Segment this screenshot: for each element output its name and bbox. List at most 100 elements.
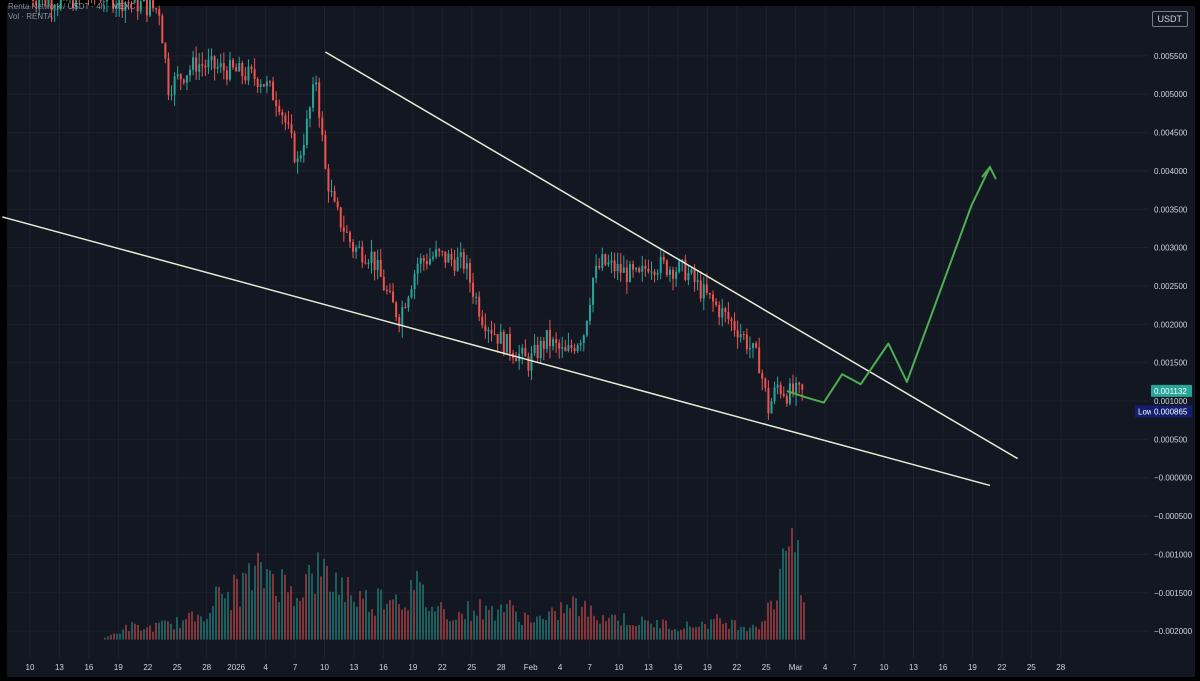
candle-body xyxy=(576,345,579,352)
candle-body xyxy=(312,84,315,108)
candle-body xyxy=(490,329,493,334)
volume-bar xyxy=(182,620,184,640)
candle-body xyxy=(798,382,801,385)
candle-body xyxy=(115,5,118,9)
candle-body xyxy=(712,294,715,302)
volume-bar xyxy=(233,574,235,640)
candle-body xyxy=(222,63,225,71)
volume-bar xyxy=(647,620,649,640)
volume-bar xyxy=(626,625,628,640)
volume-bar xyxy=(491,605,493,640)
candle-body xyxy=(133,0,136,3)
volume-bar xyxy=(740,626,742,640)
x-tick-label: 16 xyxy=(379,663,388,672)
volume-bar xyxy=(140,630,142,640)
candle-body xyxy=(59,0,62,9)
volume-bar xyxy=(494,620,496,640)
volume-bar xyxy=(611,614,613,640)
x-tick-label: 7 xyxy=(587,663,592,672)
candle-body xyxy=(428,258,431,265)
candle-body xyxy=(598,265,601,269)
candle-body xyxy=(788,383,791,404)
candle-body xyxy=(121,0,124,11)
candle-body xyxy=(361,246,364,263)
volume-bar xyxy=(776,600,778,640)
candle-body xyxy=(684,259,687,280)
candle-body xyxy=(656,273,659,275)
candle-body xyxy=(721,308,724,318)
candle-body xyxy=(616,263,619,272)
volume-bar xyxy=(710,619,712,640)
volume-bar xyxy=(443,609,445,640)
candle-body xyxy=(370,251,373,263)
candle-body xyxy=(570,345,573,349)
candle-body xyxy=(118,0,121,6)
candle-body xyxy=(287,122,290,125)
candle-body xyxy=(767,387,770,414)
volume-bar xyxy=(563,613,565,640)
volume-bar xyxy=(602,614,604,640)
candle-body xyxy=(198,64,201,72)
volume-bar xyxy=(431,606,433,640)
low-tag-text: Low xyxy=(1138,407,1153,416)
candle-body xyxy=(468,263,471,283)
volume-bar xyxy=(353,601,355,640)
volume-bar xyxy=(434,611,436,640)
candle-body xyxy=(44,0,47,5)
candle-body xyxy=(465,263,468,269)
candle-body xyxy=(647,268,650,272)
candle-body xyxy=(644,265,647,269)
volume-bar xyxy=(500,604,502,640)
volume-bar xyxy=(386,603,388,640)
volume-bar xyxy=(590,605,592,640)
volume-bar xyxy=(569,608,571,640)
candle-body xyxy=(548,330,551,347)
candle-body xyxy=(619,263,622,273)
candle-body xyxy=(296,158,299,162)
volume-bar xyxy=(575,598,577,640)
x-tick-label: 4 xyxy=(823,663,828,672)
currency-button[interactable]: USDT xyxy=(1151,11,1188,27)
time-axis-background xyxy=(7,658,1195,677)
volume-bar xyxy=(389,600,391,640)
candle-body xyxy=(161,15,164,44)
candle-body xyxy=(35,0,38,6)
volume-bar xyxy=(716,614,718,640)
candle-body xyxy=(413,273,416,290)
candle-body xyxy=(99,0,102,2)
volume-bar xyxy=(497,609,499,640)
chart-header: Renta Network / USDT · 4h · MEXC Vol · R… xyxy=(8,2,135,22)
candle-body xyxy=(690,269,693,273)
volume-bar xyxy=(134,623,136,640)
upper-trendline xyxy=(324,51,1018,460)
volume-bar xyxy=(137,624,139,640)
candle-body xyxy=(733,320,736,331)
volume-bar xyxy=(587,616,589,640)
volume-bar xyxy=(461,613,463,640)
candle-body xyxy=(364,262,367,264)
volume-bar xyxy=(248,563,250,640)
candle-body xyxy=(244,76,247,81)
volume-label: Vol · RENTA xyxy=(8,12,53,21)
volume-bar xyxy=(794,552,796,640)
x-tick-label: 28 xyxy=(497,663,506,672)
volume-bar xyxy=(290,586,292,640)
volume-bar xyxy=(695,627,697,640)
candle-body xyxy=(502,331,505,353)
low-price-label xyxy=(1151,405,1192,418)
x-tick-label: 25 xyxy=(1027,663,1036,672)
volume-bar xyxy=(548,611,550,640)
x-tick-label: 16 xyxy=(673,663,682,672)
candle-body xyxy=(284,115,287,123)
candle-body xyxy=(152,0,155,9)
volume-bar xyxy=(503,611,505,640)
volume-bar xyxy=(269,570,271,640)
candle-body xyxy=(188,69,191,76)
y-tick-label: 0.002500 xyxy=(1154,282,1188,291)
candle-body xyxy=(179,74,182,80)
volume-bar xyxy=(689,626,691,640)
candle-body xyxy=(668,269,671,275)
volume-bar xyxy=(584,600,586,640)
